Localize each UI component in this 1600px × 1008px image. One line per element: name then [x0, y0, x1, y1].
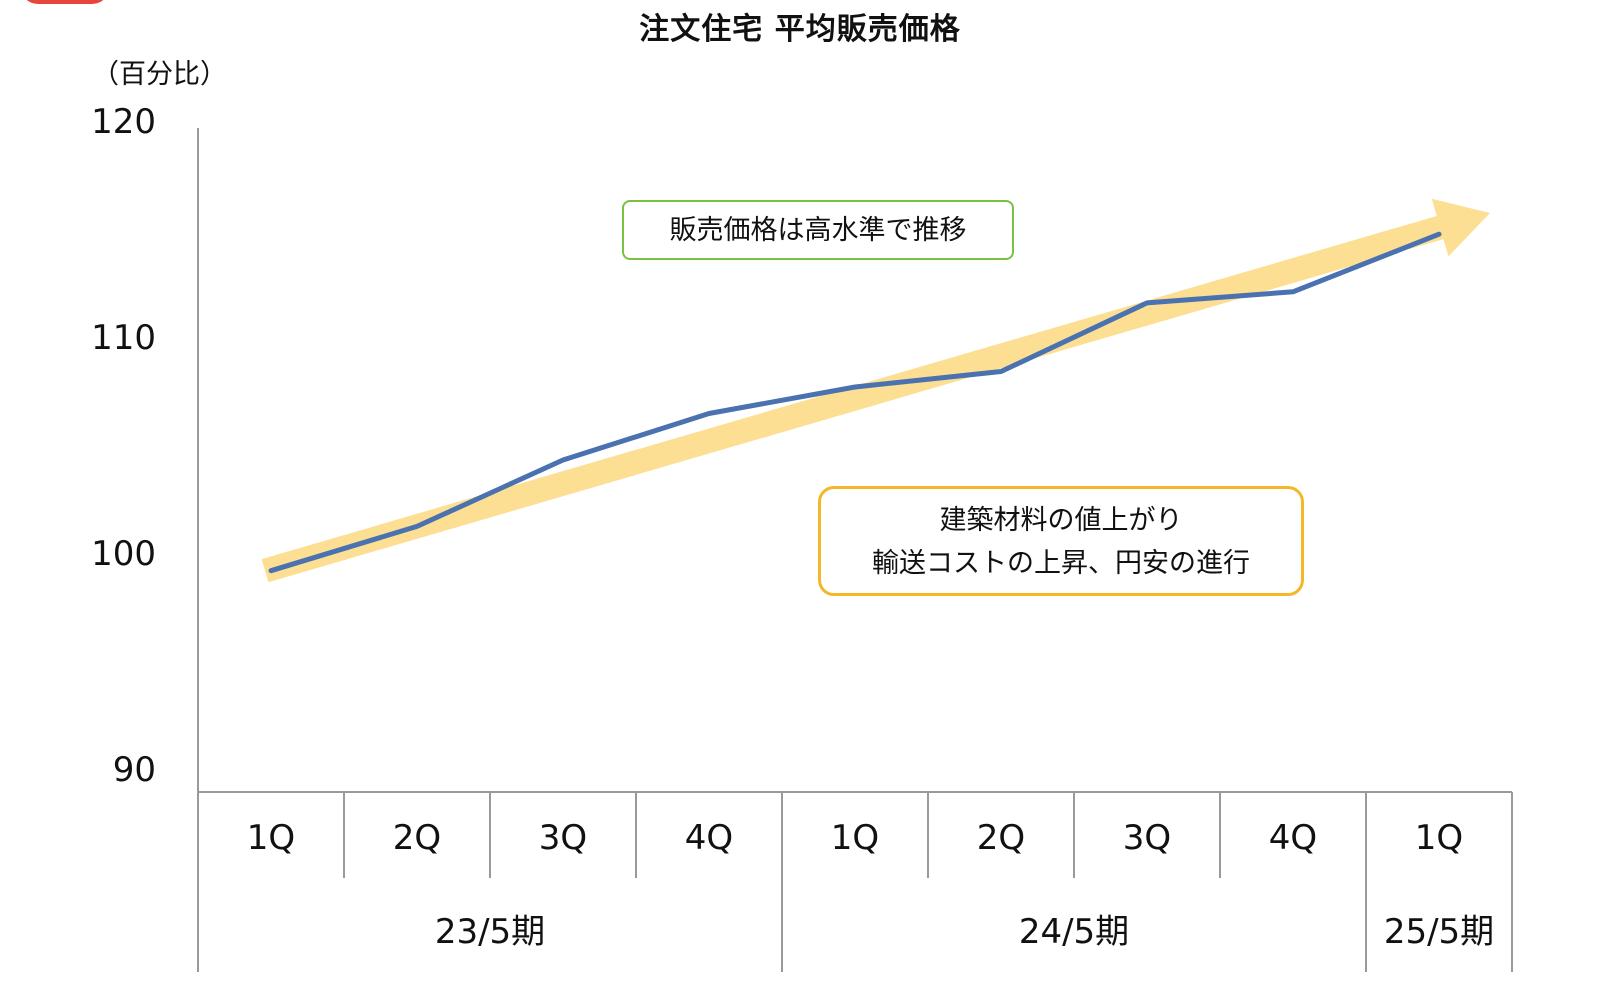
- period-label: 25/5期: [1383, 912, 1495, 952]
- chart-title: 注文住宅 平均販売価格: [639, 12, 961, 47]
- x-tick-label: 3Q: [1122, 818, 1172, 858]
- x-tick-label: 2Q: [392, 818, 442, 858]
- annotation-price-trend: 販売価格は高水準で推移: [622, 200, 1014, 260]
- y-tick-label: 110: [91, 318, 156, 358]
- y-axis-unit-label: （百分比）: [92, 59, 227, 90]
- period-label: 24/5期: [1018, 912, 1130, 952]
- x-tick-label: 4Q: [1268, 818, 1318, 858]
- y-tick-label: 120: [91, 102, 156, 142]
- x-tick-label: 1Q: [1414, 818, 1464, 858]
- x-tick-label: 2Q: [976, 818, 1026, 858]
- x-tick-label: 4Q: [684, 818, 734, 858]
- annotation-line: 輸送コストの上昇、円安の進行: [872, 548, 1250, 579]
- series-line: [268, 231, 1442, 574]
- y-tick-label: 100: [91, 534, 156, 574]
- trend-arrow: [261, 198, 1491, 583]
- x-tick-label: 3Q: [538, 818, 588, 858]
- x-tick-label: 1Q: [246, 818, 296, 858]
- y-tick-label: 90: [112, 750, 156, 790]
- corner-logo-mark: [20, 0, 110, 4]
- annotation-line: 建築材料の値上がり: [939, 505, 1183, 536]
- period-label: 23/5期: [434, 912, 546, 952]
- annotation-cost-factors: 建築材料の値上がり 輸送コストの上昇、円安の進行: [818, 486, 1304, 596]
- x-tick-label: 1Q: [830, 818, 880, 858]
